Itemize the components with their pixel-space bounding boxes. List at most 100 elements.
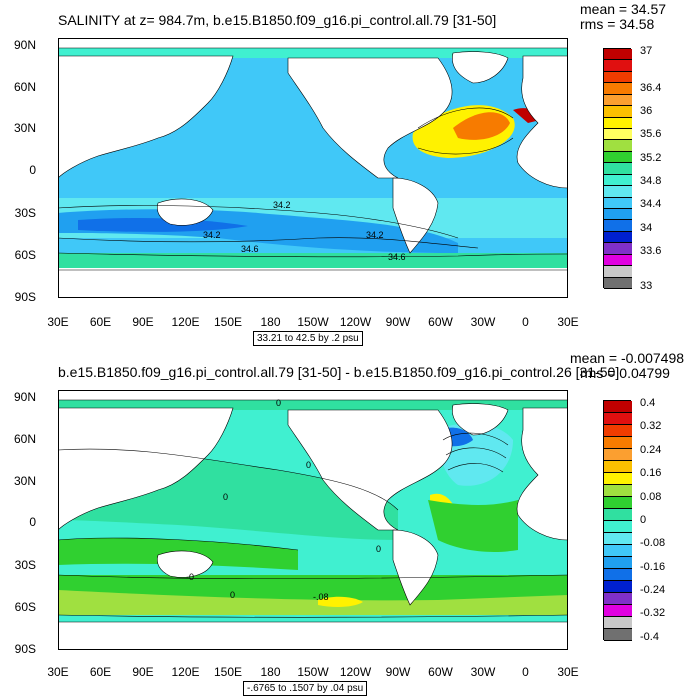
panel1-rms: rms = 34.58 [580, 16, 655, 32]
panel2-colorbar-swatch [604, 545, 632, 557]
panel2-lon-label: 30W [470, 665, 496, 679]
p1-lat-label: 90N [13, 38, 36, 52]
panel1-colorbar-swatch [604, 174, 632, 187]
panel2-colorbar-swatch [604, 557, 632, 569]
p2-lat-label: 90S [14, 642, 36, 656]
p2-cb-label: 0.16 [640, 467, 662, 479]
panel1-info-box: 33.21 to 42.5 by .2 psu [253, 331, 363, 346]
panel1-lon-label: 30W [470, 315, 496, 329]
p1-atlantic-core [453, 112, 510, 140]
panel2-map-plot: 0 0 0 0 -0 0 -.08 [57, 389, 569, 651]
p2-lat-label: 30S [14, 558, 36, 572]
p2-lat-label: 0 [29, 515, 36, 529]
p2-cb-label: -0.4 [640, 631, 659, 643]
p1-cb-label: 36.4 [640, 82, 662, 94]
p1-land [57, 37, 569, 299]
p2-contour-label: 0 [376, 544, 381, 554]
panel1-colorbar-swatch [604, 163, 632, 175]
panel2-map: 0 0 0 0 -0 0 -.08 [57, 389, 569, 651]
panel1-lon-label: 60W [428, 315, 453, 329]
p2-atlantic-band [428, 500, 518, 552]
panel1-lon-label: 30E [557, 315, 579, 329]
panel2-colorbar-swatch [604, 497, 632, 509]
panel1-map-frame [58, 38, 568, 298]
p2-contour-label: -0 [186, 572, 194, 582]
panel2-map-frame [58, 390, 568, 650]
p1-cb-label: 34.4 [640, 198, 662, 210]
p2-contour-label: -.08 [313, 592, 329, 602]
p2-cb-label: -0.32 [640, 607, 666, 619]
panel2-colorbar-swatch [604, 521, 632, 533]
panel2-lon-label: 120E [171, 665, 200, 679]
p1-cb-label: 35.2 [640, 152, 662, 164]
panel1-colorbar-swatch [604, 254, 632, 267]
panel1-lon-label: 30E [47, 315, 69, 329]
p1-lat-label: 30N [13, 121, 36, 135]
panel1-colorbar-swatch [604, 277, 632, 289]
p2-cb-label: 0.24 [640, 444, 662, 456]
panel2-colorbar-swatch [604, 605, 632, 617]
panel2-lon-label: 150W [297, 665, 329, 679]
panel2-info-box: -.6765 to .1507 by .04 psu [243, 681, 368, 696]
p1-cb-label: 34 [640, 222, 653, 234]
panel2-lon-label: 150E [213, 665, 243, 679]
p2-lat-label: 60N [13, 432, 36, 446]
panel1-lon-label: 90E [132, 315, 154, 329]
panel2-lon-label: 120W [339, 665, 372, 679]
panel2-colorbar-swatch [604, 617, 632, 629]
p2-southern-light [58, 590, 568, 615]
panel1-colorbar-swatch [604, 140, 632, 152]
panel2-colorbar-swatch [604, 449, 632, 461]
p1-cb-label: 34.8 [640, 175, 662, 187]
panel1-lon-label: 120W [339, 315, 372, 329]
panel2-colorbar-swatch [604, 593, 632, 605]
panel1-title: SALINITY at z= 984.7m, b.e15.B1850.f09_g… [58, 12, 497, 28]
panel1-colorbar-swatch [604, 220, 632, 232]
panel2-lon-label: 180 [260, 665, 281, 679]
p1-cb-label: 35.6 [640, 128, 662, 140]
p2-cb-label: -0.16 [640, 561, 666, 573]
p1-contour-label: 34.6 [388, 252, 406, 262]
panel1-colorbar-swatch [604, 151, 632, 164]
p1-contour-label: 34.6 [241, 244, 259, 254]
panel2-mean: mean = -0.007498 [570, 350, 685, 366]
panel1-colorbar [603, 48, 632, 289]
panel2-lon-label: 0 [522, 665, 529, 679]
panel1-colorbar-swatch [604, 186, 632, 198]
p1-cb-label: 36 [640, 105, 653, 117]
p1-cb-label: 33 [640, 280, 653, 292]
p1-pacific-core [78, 218, 248, 232]
panel2-colorbar-swatch [604, 461, 632, 473]
panel1-map: 34.2 34.2 34.2 34.6 34.6 [57, 37, 569, 299]
panel2-colorbar [603, 400, 632, 641]
p2-cb-label: 0.32 [640, 420, 662, 432]
panel2-colorbar-swatch [604, 437, 632, 449]
p2-lat-label: 60S [14, 600, 36, 614]
p1-cb-label: 37 [640, 45, 653, 57]
p1-lat-label: 90S [14, 290, 36, 304]
panel2-colorbar-swatch [604, 533, 632, 545]
panel1-lon-label: 0 [522, 315, 529, 329]
p2-lat-label: 90N [13, 390, 36, 404]
p2-contour-label: 0 [306, 460, 311, 470]
panel1-colorbar-swatch [604, 94, 632, 107]
panel1-lon-label: 150W [297, 315, 329, 329]
p2-contour-label: 0 [230, 590, 235, 600]
panel1-lon-label: 60E [89, 315, 112, 329]
panel1-colorbar-swatch [604, 129, 632, 141]
panel2-lon-label: 60E [89, 665, 112, 679]
panel2-rms: rms = 0.04799 [580, 365, 670, 381]
p2-land [57, 389, 569, 651]
p1-contour-label: 34.2 [366, 230, 384, 240]
panel1-mean: mean = 34.57 [580, 1, 667, 17]
p1-lat-label: 60N [13, 80, 36, 94]
p1-contour-label: 34.2 [273, 200, 291, 210]
p2-cb-label: 0.08 [640, 491, 662, 503]
p2-cb-label: -0.08 [640, 537, 666, 549]
panel1-colorbar-swatch [604, 60, 632, 72]
panel1-colorbar-swatch [604, 49, 632, 61]
panel2-colorbar-swatch [604, 413, 632, 425]
p1-antarctic-belt [58, 253, 568, 268]
panel1-colorbar-swatch [604, 243, 632, 255]
p1-lat-label: 60S [14, 248, 36, 262]
